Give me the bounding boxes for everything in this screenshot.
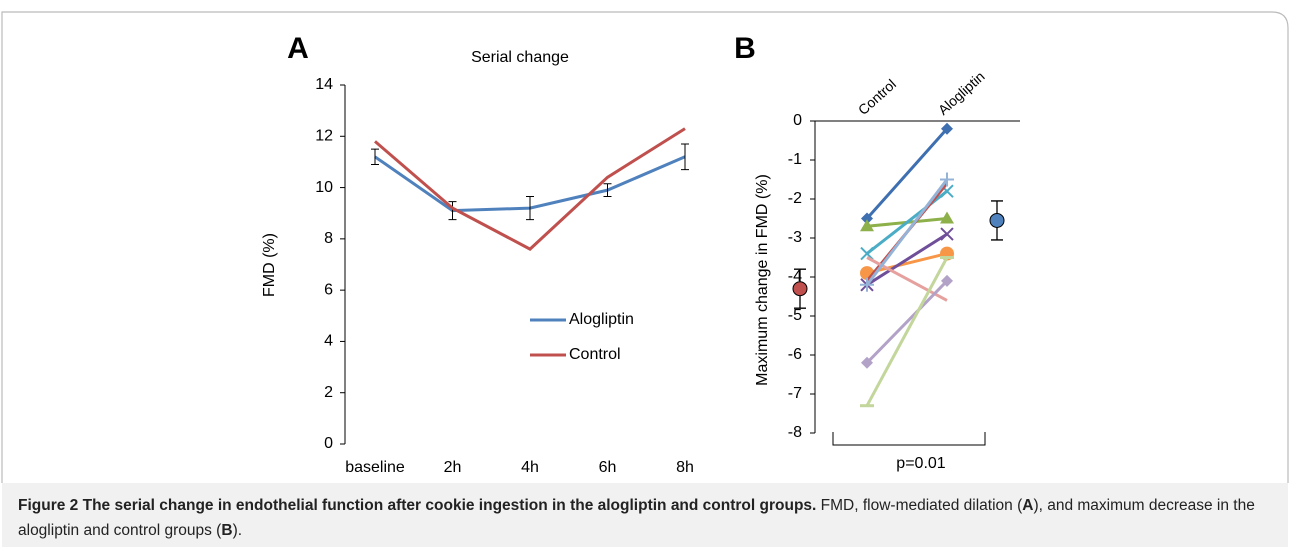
- y-tick-label: 0: [324, 435, 333, 452]
- y-axis-label: Maximum change in FMD (%): [754, 174, 771, 386]
- caption: Figure 2 The serial change in endothelia…: [2, 483, 1288, 547]
- subject-line: [865, 127, 949, 220]
- subject-line: [865, 256, 949, 407]
- x-tick-label: baseline: [345, 459, 405, 476]
- caption-text: ).: [232, 522, 243, 539]
- panel-label: A: [287, 32, 309, 65]
- y-tick-label: 8: [324, 230, 333, 247]
- caption-text: FMD, flow-mediated dilation (: [820, 497, 1023, 514]
- x-tick-label: 2h: [444, 459, 462, 476]
- series-line: [374, 127, 686, 251]
- marker: [861, 356, 873, 369]
- y-tick-label: 0: [793, 112, 802, 129]
- chart-title: Serial change: [471, 49, 569, 66]
- y-tick-label: -2: [788, 190, 802, 207]
- y-tick-label: 10: [315, 179, 333, 196]
- caption-text: A: [1022, 497, 1034, 514]
- y-tick-label: -8: [788, 424, 802, 441]
- subject-line: [866, 232, 948, 287]
- marker: [861, 212, 873, 225]
- mean-point: [989, 212, 1005, 228]
- y-tick-label: -3: [788, 229, 802, 246]
- error-bar: [448, 201, 457, 221]
- marker: [940, 172, 954, 187]
- y-tick-label: -5: [788, 307, 802, 324]
- bracket: [832, 432, 986, 446]
- caption-label: Figure 2: [18, 497, 79, 514]
- marker: [860, 219, 874, 232]
- x-tick-label: Alogliptin: [935, 68, 988, 118]
- error-bar: [526, 196, 534, 221]
- y-tick-label: 2: [324, 384, 333, 401]
- mean-point: [792, 281, 808, 297]
- legend-label: Control: [569, 346, 621, 363]
- marker: [940, 211, 954, 224]
- y-tick-label: 14: [315, 76, 333, 93]
- subject-line: [865, 178, 949, 286]
- y-tick-label: 12: [315, 128, 333, 145]
- legend-label: Alogliptin: [569, 311, 634, 328]
- y-axis-label: FMD (%): [261, 233, 278, 297]
- y-tick-label: 4: [324, 333, 333, 350]
- x-tick-label: 6h: [599, 459, 617, 476]
- caption-text: ), and maximum decrease in the aloglipti…: [18, 497, 1255, 539]
- y-tick-label: -1: [788, 151, 802, 168]
- marker: [941, 274, 953, 287]
- figure: A Serial change FMD (%) 0 2 4 6 8 10 12 14 baseline…: [1, 11, 1289, 483]
- x-tick-label: Control: [855, 76, 899, 118]
- subject-line: [866, 252, 948, 275]
- y-tick-label: -6: [788, 346, 802, 363]
- error-bar: [371, 148, 379, 165]
- annotation: p=0.01: [896, 455, 945, 472]
- panel-label: B: [734, 32, 756, 65]
- y-tick-label: 6: [324, 281, 333, 298]
- subject-line: [865, 279, 949, 364]
- x-tick-label: 4h: [521, 459, 539, 476]
- x-tick-label: 8h: [676, 459, 694, 476]
- y-tick-label: -7: [788, 385, 802, 402]
- marker: [860, 246, 874, 261]
- y-tick-label: -4: [788, 268, 802, 285]
- error-bar: [681, 143, 689, 171]
- caption-text: B: [221, 522, 233, 539]
- marker: [940, 227, 954, 241]
- frame: [1, 11, 1289, 483]
- caption-title: The serial change in endothelial functio…: [82, 497, 817, 514]
- subject-line: [866, 190, 948, 255]
- marker: [860, 277, 874, 292]
- marker: [941, 122, 953, 135]
- error-bar: [603, 183, 612, 198]
